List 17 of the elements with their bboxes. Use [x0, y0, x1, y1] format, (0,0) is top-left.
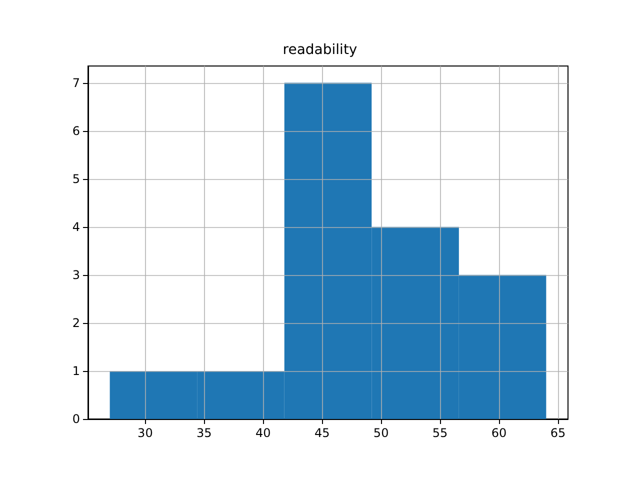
- x-tick-label: 65: [550, 426, 566, 440]
- y-tick-label: 2: [72, 316, 80, 330]
- x-tick-label: 40: [255, 426, 271, 440]
- y-tick-label: 0: [72, 412, 80, 426]
- y-tick-label: 3: [72, 268, 80, 282]
- x-tick-label: 55: [432, 426, 448, 440]
- y-tick-label: 6: [72, 124, 80, 138]
- y-tick-label: 1: [72, 364, 80, 378]
- x-tick-label: 30: [138, 426, 153, 440]
- x-tick-label: 50: [373, 426, 389, 440]
- x-tick-label: 35: [196, 426, 212, 440]
- x-tick-label: 60: [491, 426, 507, 440]
- x-tick-label: 45: [314, 426, 330, 440]
- y-tick-label: 7: [72, 76, 80, 90]
- chart-title: readability: [282, 42, 358, 58]
- y-tick-label: 5: [72, 172, 80, 186]
- y-tick-label: 4: [72, 220, 80, 234]
